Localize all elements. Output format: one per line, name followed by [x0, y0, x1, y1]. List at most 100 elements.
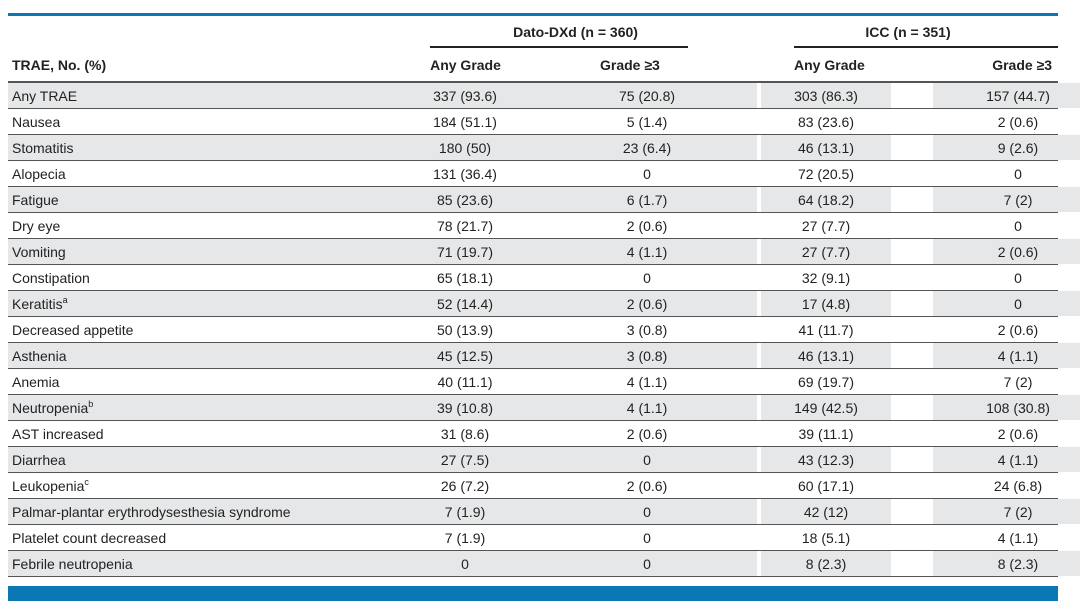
- cell-value: 27 (7.7): [761, 238, 891, 265]
- row-label-text: Constipation: [12, 269, 90, 286]
- table-row: Alopecia 131 (36.4) 0 72 (20.5) 0: [8, 160, 1080, 187]
- cell-value: 18 (5.1): [761, 524, 891, 551]
- row-label-text: Fatigue: [12, 191, 59, 208]
- bottom-rule: [8, 586, 1058, 601]
- cell-value: 4 (1.1): [932, 342, 1080, 369]
- row-label: Anemia: [8, 368, 393, 395]
- table-row: Stomatitis 180 (50) 23 (6.4) 46 (13.1) 9 (2.…: [8, 134, 1080, 161]
- table-row: Febrile neutropenia 0 0 8 (2.3) 8 (2.3): [8, 550, 1080, 577]
- row-label: Dry eye: [8, 212, 393, 239]
- cell-value: 5 (1.4): [537, 108, 758, 135]
- cell-value: 27 (7.7): [761, 212, 891, 239]
- table-row: Decreased appetite 50 (13.9) 3 (0.8) 41 (11…: [8, 316, 1080, 343]
- cell-value: 3 (0.8): [537, 316, 758, 343]
- row-label: Asthenia: [8, 342, 393, 369]
- cell-value: 39 (10.8): [392, 394, 538, 421]
- cell-value: 2 (0.6): [932, 420, 1080, 447]
- cell-value: 0: [392, 550, 538, 577]
- cell-value: 108 (30.8): [932, 394, 1080, 421]
- cell-value: 85 (23.6): [392, 186, 538, 213]
- cell-value: 27 (7.5): [392, 446, 538, 473]
- row-label: AST increased: [8, 420, 393, 447]
- cell-value: 41 (11.7): [761, 316, 891, 343]
- cell-value: 0: [537, 264, 758, 291]
- table-row: Palmar-plantar erythrodysesthesia syndro…: [8, 498, 1080, 525]
- cell-value: 180 (50): [392, 134, 538, 161]
- cell-value: 50 (13.9): [392, 316, 538, 343]
- table-row: Nausea 184 (51.1) 5 (1.4) 83 (23.6) 2 (0.6): [8, 108, 1080, 135]
- table-row: Anemia 40 (11.1) 4 (1.1) 69 (19.7) 7 (2): [8, 368, 1080, 395]
- cell-value: 0: [537, 160, 758, 187]
- group-header-dato-dxd: Dato-DXd (n = 360): [513, 24, 638, 40]
- row-label-text: Dry eye: [12, 217, 61, 234]
- cell-value: 157 (44.7): [932, 82, 1080, 109]
- footnote-marker: c: [84, 476, 89, 487]
- row-label-text: Nausea: [12, 113, 61, 130]
- cell-value: 75 (20.8): [537, 82, 758, 109]
- cell-value: 9 (2.6): [932, 134, 1080, 161]
- row-label: Neutropeniab: [8, 394, 393, 421]
- row-label: Any TRAE: [8, 82, 393, 109]
- row-label-text: Platelet count decreased: [12, 529, 167, 546]
- cell-value: 2 (0.6): [537, 420, 758, 447]
- cell-value: 131 (36.4): [392, 160, 538, 187]
- cell-value: 8 (2.3): [932, 550, 1080, 577]
- table-row: Neutropeniab 39 (10.8) 4 (1.1) 149 (42.5) 10…: [8, 394, 1080, 421]
- column-header-grade3: Grade ≥3: [538, 48, 759, 83]
- column-header-trae: TRAE, No. (%): [8, 48, 393, 83]
- row-label: Platelet count decreased: [8, 524, 393, 551]
- column-header-any-grade: Any Grade: [758, 48, 889, 83]
- cell-value: 0: [932, 160, 1080, 187]
- column-header-grade3: Grade ≥3: [888, 48, 1059, 83]
- cell-value: 4 (1.1): [537, 368, 758, 395]
- table-row: Fatigue 85 (23.6) 6 (1.7) 64 (18.2) 7 (2): [8, 186, 1080, 213]
- cell-value: 0: [932, 264, 1080, 291]
- cell-value: 42 (12): [761, 498, 891, 525]
- group-underline: [430, 46, 689, 48]
- cell-value: 40 (11.1): [392, 368, 538, 395]
- row-label-text: Palmar-plantar erythrodysesthesia syndro…: [12, 503, 291, 520]
- cell-value: 2 (0.6): [932, 108, 1080, 135]
- row-label-text: Alopecia: [12, 165, 66, 182]
- footnote-marker: b: [88, 398, 94, 409]
- cell-value: 7 (2): [932, 186, 1080, 213]
- row-label-text: Stomatitis: [12, 139, 74, 156]
- cell-value: 64 (18.2): [761, 186, 891, 213]
- row-label-text: AST increased: [12, 425, 104, 442]
- cell-value: 83 (23.6): [761, 108, 891, 135]
- cell-value: 7 (2): [932, 498, 1080, 525]
- row-label: Palmar-plantar erythrodysesthesia syndro…: [8, 498, 393, 525]
- table-row: Vomiting 71 (19.7) 4 (1.1) 27 (7.7) 2 (0.6): [8, 238, 1080, 265]
- row-label: Leukopeniac: [8, 472, 393, 499]
- cell-value: 31 (8.6): [392, 420, 538, 447]
- cell-value: 4 (1.1): [537, 394, 758, 421]
- row-label-text: Keratitis: [12, 295, 63, 312]
- cell-value: 4 (1.1): [932, 524, 1080, 551]
- cell-value: 17 (4.8): [761, 290, 891, 317]
- cell-value: 0: [537, 498, 758, 525]
- cell-value: 60 (17.1): [761, 472, 891, 499]
- cell-value: 32 (9.1): [761, 264, 891, 291]
- row-label: Fatigue: [8, 186, 393, 213]
- row-label-text: Diarrhea: [12, 451, 66, 468]
- row-label: Stomatitis: [8, 134, 393, 161]
- cell-value: 46 (13.1): [761, 342, 891, 369]
- table-row: AST increased 31 (8.6) 2 (0.6) 39 (11.1) 2 (…: [8, 420, 1080, 447]
- cell-value: 39 (11.1): [761, 420, 891, 447]
- cell-value: 4 (1.1): [537, 238, 758, 265]
- cell-value: 6 (1.7): [537, 186, 758, 213]
- cell-value: 184 (51.1): [392, 108, 538, 135]
- cell-value: 337 (93.6): [392, 82, 538, 109]
- top-rule: [8, 13, 1058, 16]
- cell-value: 4 (1.1): [932, 446, 1080, 473]
- row-label-text: Neutropenia: [12, 399, 89, 416]
- cell-value: 7 (1.9): [392, 524, 538, 551]
- cell-value: 24 (6.8): [932, 472, 1080, 499]
- row-label-text: Asthenia: [12, 347, 67, 364]
- cell-value: 0: [537, 524, 758, 551]
- row-label: Constipation: [8, 264, 393, 291]
- table-row: Asthenia 45 (12.5) 3 (0.8) 46 (13.1) 4 (1.1): [8, 342, 1080, 369]
- table-row: Any TRAE 337 (93.6) 75 (20.8) 303 (86.3) 157…: [8, 82, 1080, 109]
- group-underline: [794, 46, 1059, 48]
- cell-value: 71 (19.7): [392, 238, 538, 265]
